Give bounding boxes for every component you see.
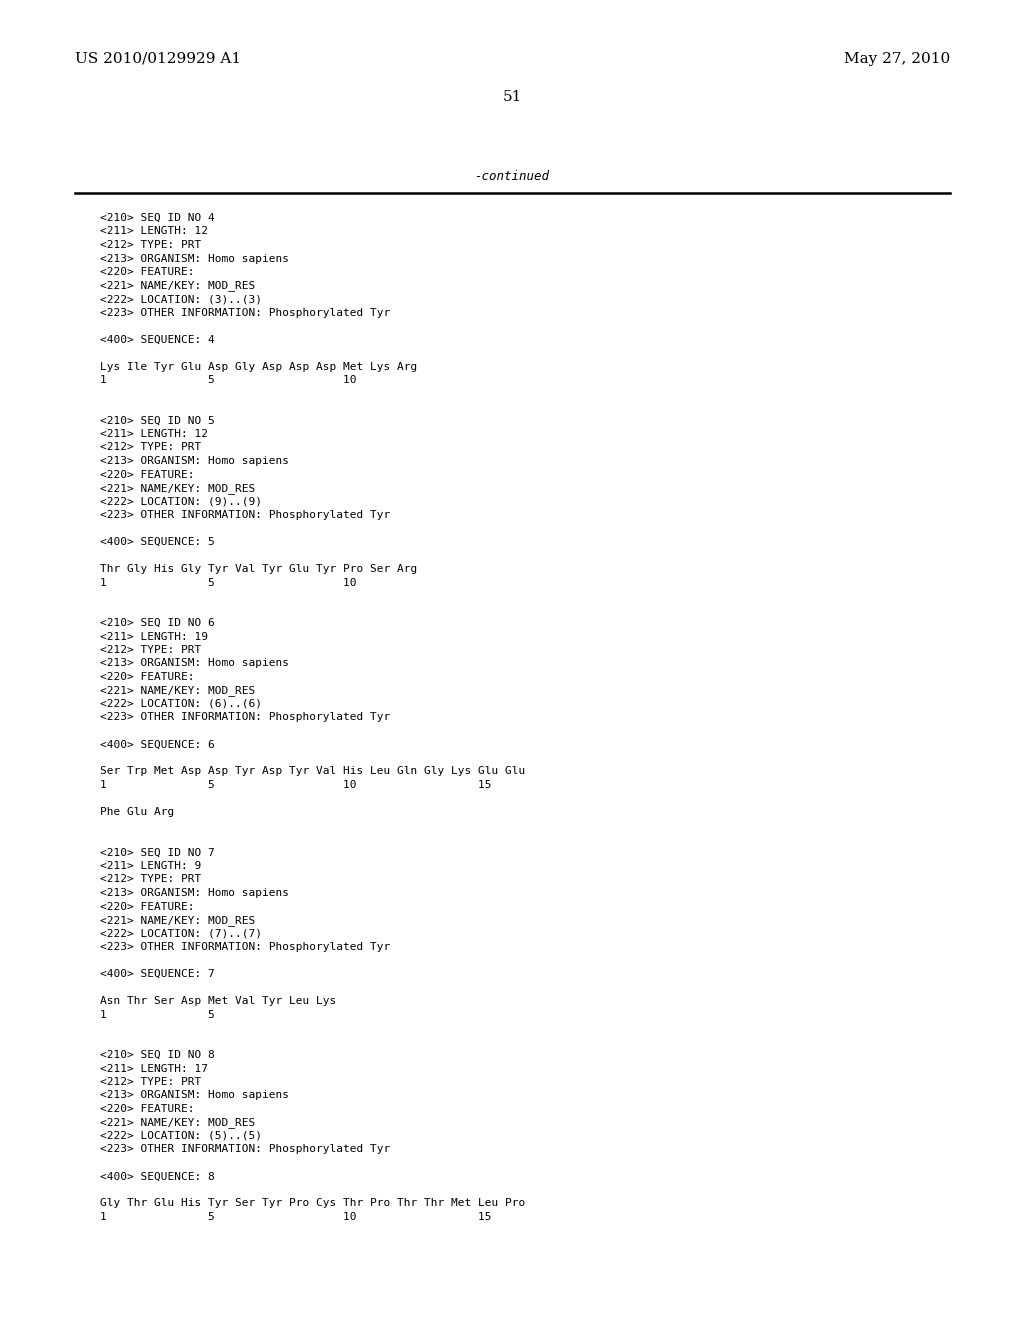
Text: -continued: -continued	[474, 170, 550, 183]
Text: <221> NAME/KEY: MOD_RES: <221> NAME/KEY: MOD_RES	[100, 1118, 255, 1129]
Text: Ser Trp Met Asp Asp Tyr Asp Tyr Val His Leu Gln Gly Lys Glu Glu: Ser Trp Met Asp Asp Tyr Asp Tyr Val His …	[100, 767, 525, 776]
Text: <222> LOCATION: (5)..(5): <222> LOCATION: (5)..(5)	[100, 1131, 262, 1140]
Text: <221> NAME/KEY: MOD_RES: <221> NAME/KEY: MOD_RES	[100, 281, 255, 292]
Text: <211> LENGTH: 12: <211> LENGTH: 12	[100, 429, 208, 440]
Text: <211> LENGTH: 17: <211> LENGTH: 17	[100, 1064, 208, 1073]
Text: <220> FEATURE:: <220> FEATURE:	[100, 1104, 195, 1114]
Text: <210> SEQ ID NO 4: <210> SEQ ID NO 4	[100, 213, 215, 223]
Text: <221> NAME/KEY: MOD_RES: <221> NAME/KEY: MOD_RES	[100, 685, 255, 697]
Text: <212> TYPE: PRT: <212> TYPE: PRT	[100, 645, 202, 655]
Text: <222> LOCATION: (7)..(7): <222> LOCATION: (7)..(7)	[100, 928, 262, 939]
Text: Gly Thr Glu His Tyr Ser Tyr Pro Cys Thr Pro Thr Thr Met Leu Pro: Gly Thr Glu His Tyr Ser Tyr Pro Cys Thr …	[100, 1199, 525, 1209]
Text: <212> TYPE: PRT: <212> TYPE: PRT	[100, 442, 202, 453]
Text: 51: 51	[503, 90, 521, 104]
Text: <210> SEQ ID NO 6: <210> SEQ ID NO 6	[100, 618, 215, 628]
Text: <213> ORGANISM: Homo sapiens: <213> ORGANISM: Homo sapiens	[100, 455, 289, 466]
Text: <222> LOCATION: (9)..(9): <222> LOCATION: (9)..(9)	[100, 496, 262, 507]
Text: Asn Thr Ser Asp Met Val Tyr Leu Lys: Asn Thr Ser Asp Met Val Tyr Leu Lys	[100, 997, 336, 1006]
Text: <400> SEQUENCE: 4: <400> SEQUENCE: 4	[100, 334, 215, 345]
Text: Thr Gly His Gly Tyr Val Tyr Glu Tyr Pro Ser Arg: Thr Gly His Gly Tyr Val Tyr Glu Tyr Pro …	[100, 564, 417, 574]
Text: 1               5                   10                  15: 1 5 10 15	[100, 1212, 492, 1222]
Text: <221> NAME/KEY: MOD_RES: <221> NAME/KEY: MOD_RES	[100, 483, 255, 494]
Text: <220> FEATURE:: <220> FEATURE:	[100, 672, 195, 682]
Text: <223> OTHER INFORMATION: Phosphorylated Tyr: <223> OTHER INFORMATION: Phosphorylated …	[100, 942, 390, 952]
Text: <220> FEATURE:: <220> FEATURE:	[100, 267, 195, 277]
Text: US 2010/0129929 A1: US 2010/0129929 A1	[75, 51, 241, 66]
Text: Phe Glu Arg: Phe Glu Arg	[100, 807, 174, 817]
Text: <213> ORGANISM: Homo sapiens: <213> ORGANISM: Homo sapiens	[100, 659, 289, 668]
Text: <223> OTHER INFORMATION: Phosphorylated Tyr: <223> OTHER INFORMATION: Phosphorylated …	[100, 510, 390, 520]
Text: 1               5: 1 5	[100, 1010, 215, 1019]
Text: <212> TYPE: PRT: <212> TYPE: PRT	[100, 1077, 202, 1086]
Text: <223> OTHER INFORMATION: Phosphorylated Tyr: <223> OTHER INFORMATION: Phosphorylated …	[100, 713, 390, 722]
Text: <400> SEQUENCE: 5: <400> SEQUENCE: 5	[100, 537, 215, 546]
Text: 1               5                   10: 1 5 10	[100, 578, 356, 587]
Text: <222> LOCATION: (3)..(3): <222> LOCATION: (3)..(3)	[100, 294, 262, 304]
Text: <400> SEQUENCE: 6: <400> SEQUENCE: 6	[100, 739, 215, 750]
Text: 1               5                   10: 1 5 10	[100, 375, 356, 385]
Text: <212> TYPE: PRT: <212> TYPE: PRT	[100, 874, 202, 884]
Text: 1               5                   10                  15: 1 5 10 15	[100, 780, 492, 789]
Text: <213> ORGANISM: Homo sapiens: <213> ORGANISM: Homo sapiens	[100, 888, 289, 898]
Text: <222> LOCATION: (6)..(6): <222> LOCATION: (6)..(6)	[100, 700, 262, 709]
Text: <213> ORGANISM: Homo sapiens: <213> ORGANISM: Homo sapiens	[100, 253, 289, 264]
Text: <210> SEQ ID NO 5: <210> SEQ ID NO 5	[100, 416, 215, 425]
Text: <210> SEQ ID NO 7: <210> SEQ ID NO 7	[100, 847, 215, 858]
Text: May 27, 2010: May 27, 2010	[844, 51, 950, 66]
Text: <211> LENGTH: 12: <211> LENGTH: 12	[100, 227, 208, 236]
Text: <213> ORGANISM: Homo sapiens: <213> ORGANISM: Homo sapiens	[100, 1090, 289, 1101]
Text: <220> FEATURE:: <220> FEATURE:	[100, 902, 195, 912]
Text: <211> LENGTH: 9: <211> LENGTH: 9	[100, 861, 202, 871]
Text: <220> FEATURE:: <220> FEATURE:	[100, 470, 195, 479]
Text: <212> TYPE: PRT: <212> TYPE: PRT	[100, 240, 202, 249]
Text: <400> SEQUENCE: 8: <400> SEQUENCE: 8	[100, 1172, 215, 1181]
Text: <223> OTHER INFORMATION: Phosphorylated Tyr: <223> OTHER INFORMATION: Phosphorylated …	[100, 308, 390, 318]
Text: <210> SEQ ID NO 8: <210> SEQ ID NO 8	[100, 1049, 215, 1060]
Text: <400> SEQUENCE: 7: <400> SEQUENCE: 7	[100, 969, 215, 979]
Text: <221> NAME/KEY: MOD_RES: <221> NAME/KEY: MOD_RES	[100, 915, 255, 925]
Text: <223> OTHER INFORMATION: Phosphorylated Tyr: <223> OTHER INFORMATION: Phosphorylated …	[100, 1144, 390, 1155]
Text: <211> LENGTH: 19: <211> LENGTH: 19	[100, 631, 208, 642]
Text: Lys Ile Tyr Glu Asp Gly Asp Asp Asp Met Lys Arg: Lys Ile Tyr Glu Asp Gly Asp Asp Asp Met …	[100, 362, 417, 371]
